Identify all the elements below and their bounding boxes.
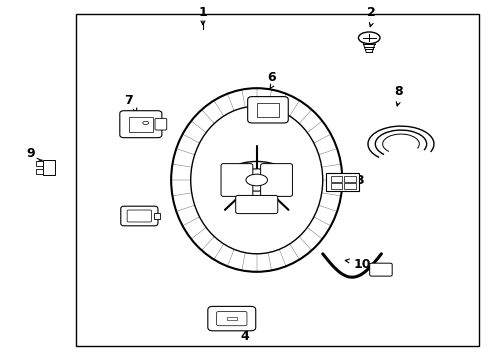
Text: 1: 1 — [198, 6, 207, 19]
Text: 3: 3 — [354, 174, 363, 186]
Text: 10: 10 — [352, 258, 370, 271]
Bar — [325, 172, 358, 191]
FancyBboxPatch shape — [216, 311, 246, 326]
FancyBboxPatch shape — [247, 96, 288, 123]
Bar — [330, 176, 342, 182]
Text: 6: 6 — [266, 71, 275, 84]
FancyBboxPatch shape — [155, 118, 166, 130]
Bar — [36, 169, 43, 174]
FancyBboxPatch shape — [127, 210, 151, 222]
FancyBboxPatch shape — [369, 263, 391, 276]
FancyBboxPatch shape — [207, 306, 255, 331]
Ellipse shape — [222, 161, 290, 199]
Ellipse shape — [190, 106, 322, 254]
Text: 9: 9 — [26, 147, 35, 159]
Bar — [344, 183, 355, 189]
Text: 5: 5 — [122, 215, 130, 228]
Bar — [257, 103, 278, 117]
Text: 4: 4 — [240, 330, 248, 343]
Ellipse shape — [358, 32, 379, 44]
Ellipse shape — [236, 169, 277, 191]
FancyBboxPatch shape — [121, 206, 158, 226]
Bar — [43, 160, 55, 175]
FancyBboxPatch shape — [260, 164, 292, 196]
Bar — [128, 117, 153, 132]
Ellipse shape — [142, 121, 148, 125]
FancyBboxPatch shape — [221, 164, 252, 196]
Ellipse shape — [245, 174, 267, 186]
Bar — [330, 183, 342, 189]
Bar — [153, 213, 160, 219]
Text: 7: 7 — [123, 94, 132, 107]
Bar — [36, 161, 43, 166]
Bar — [226, 317, 236, 320]
Text: 8: 8 — [393, 85, 402, 98]
Bar — [76, 14, 478, 346]
Bar — [344, 176, 355, 182]
Ellipse shape — [171, 88, 342, 272]
FancyBboxPatch shape — [120, 111, 162, 138]
Text: 2: 2 — [366, 6, 375, 19]
FancyBboxPatch shape — [235, 195, 277, 213]
